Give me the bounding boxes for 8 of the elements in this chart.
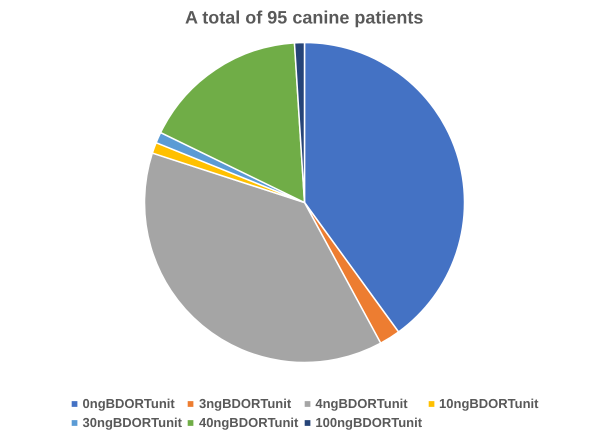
legend-label: 0ngBDORTunit — [82, 396, 175, 411]
legend-label: 100ngBDORTunit — [315, 415, 422, 430]
legend-label: 40ngBDORTunit — [198, 415, 298, 430]
legend-label: 3ngBDORTunit — [198, 396, 292, 411]
chart-title: A total of 95 canine patients — [184, 8, 424, 28]
legend-label: 10ngBDORTunit — [439, 396, 538, 411]
legend-label: 30ngBDORTunit — [82, 415, 182, 430]
legend-label: 4ngBDORTunit — [315, 396, 408, 411]
